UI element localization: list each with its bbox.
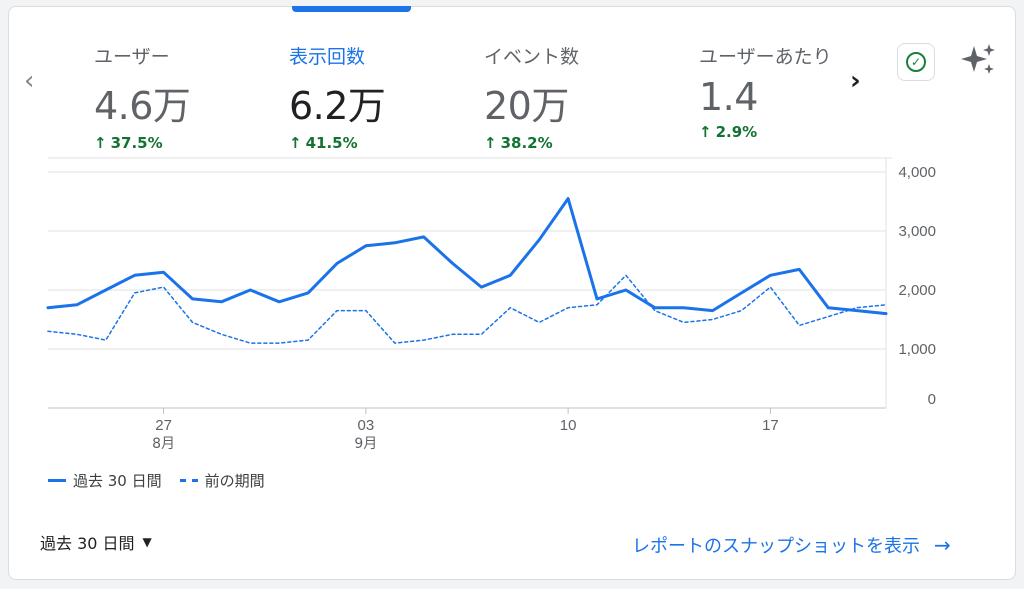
metric-delta: ↑ 41.5% (289, 134, 385, 152)
next-metrics-button[interactable]: › (850, 66, 861, 96)
metric-delta: ↑ 37.5% (94, 134, 190, 152)
metric-delta: ↑ 38.2% (484, 134, 579, 152)
series-previous-line (47, 274, 887, 344)
period-dropdown[interactable]: 過去 30 日間 ▼ (40, 530, 152, 554)
arrow-right-icon: → (934, 533, 951, 557)
x-tick-label: 10 (560, 417, 577, 434)
metric-delta-value: 37.5% (110, 134, 163, 152)
active-tab-indicator (292, 6, 411, 12)
y-tick-label: 4,000 (898, 164, 936, 181)
x-tick-month-label: 8月 (152, 436, 175, 452)
metric-delta-value: 38.2% (500, 134, 553, 152)
metric-value: 20万 (484, 84, 569, 128)
arrow-up-icon: ↑ (289, 134, 302, 152)
metric-value: 6.2万 (289, 84, 386, 128)
sparkle-icon[interactable] (958, 40, 998, 80)
view-report-link[interactable]: レポートのスナップショットを表示 → (632, 532, 951, 558)
metric-views[interactable]: 表示回数 6.2万 ↑ 41.5% (289, 42, 386, 152)
metric-label: ユーザーあたり (699, 46, 832, 68)
legend-dashed-swatch (179, 479, 198, 482)
x-tick-label: 03 (358, 417, 375, 434)
metric-label: ユーザー (94, 46, 170, 68)
arrow-up-icon: ↑ (94, 134, 107, 152)
x-tick-label: 27 (155, 417, 172, 434)
y-tick-label: 1,000 (898, 341, 936, 358)
metric-value: 4.6万 (94, 84, 191, 128)
legend-solid-swatch (48, 479, 66, 482)
metric-delta: ↑ 2.9% (699, 123, 832, 141)
prev-metrics-button[interactable]: ‹ (24, 66, 35, 96)
overview-card (8, 6, 1016, 580)
metric-label: イベント数 (484, 46, 580, 68)
x-tick-label: 17 (762, 417, 779, 434)
metric-delta-value: 41.5% (305, 134, 358, 152)
y-tick-label: 2,000 (898, 282, 936, 299)
legend-previous: 前の期間 (179, 470, 265, 491)
metric-users[interactable]: ユーザー 4.6万 ↑ 37.5% (94, 42, 191, 152)
metric-events[interactable]: イベント数 20万 ↑ 38.2% (484, 42, 579, 152)
legend-current-label: 過去 30 日間 (73, 472, 162, 490)
x-tick-month-label: 9月 (354, 436, 377, 452)
chart-legend: 過去 30 日間 前の期間 (48, 470, 283, 491)
check-button[interactable]: ✓ (897, 43, 935, 81)
legend-previous-label: 前の期間 (204, 472, 265, 490)
arrow-up-icon: ↑ (699, 123, 712, 141)
metric-delta-value: 2.9% (715, 123, 758, 141)
caret-down-icon: ▼ (142, 535, 152, 549)
series-current-line (46, 197, 888, 316)
metric-per-user[interactable]: ユーザーあたり 1.4 ↑ 2.9% (699, 42, 832, 141)
report-link-label: レポートのスナップショットを表示 (632, 536, 920, 557)
check-circle-icon: ✓ (906, 52, 926, 72)
y-tick-label: 3,000 (898, 223, 936, 240)
period-label: 過去 30 日間 (40, 534, 135, 553)
arrow-up-icon: ↑ (484, 134, 497, 152)
metric-label: 表示回数 (289, 46, 366, 68)
y-tick-label: 0 (928, 391, 936, 408)
metric-value: 1.4 (699, 75, 758, 119)
legend-current: 過去 30 日間 (48, 470, 162, 491)
